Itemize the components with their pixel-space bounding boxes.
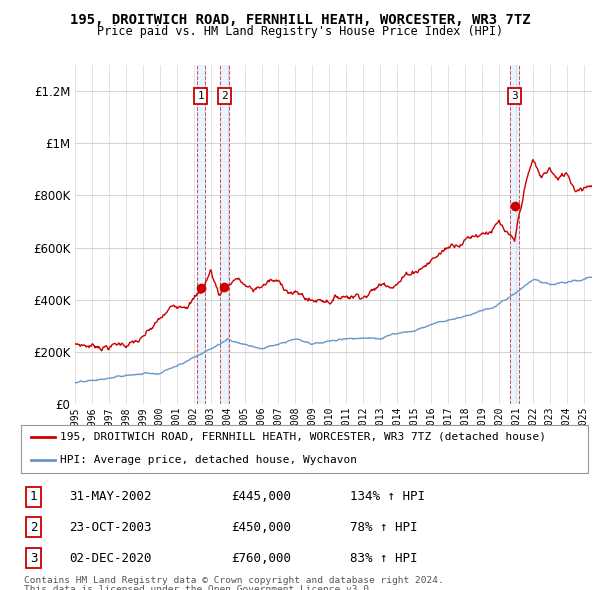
Text: HPI: Average price, detached house, Wychavon: HPI: Average price, detached house, Wych… [59,455,356,465]
Text: 78% ↑ HPI: 78% ↑ HPI [350,521,418,534]
Text: Price paid vs. HM Land Registry's House Price Index (HPI): Price paid vs. HM Land Registry's House … [97,25,503,38]
Text: 195, DROITWICH ROAD, FERNHILL HEATH, WORCESTER, WR3 7TZ (detached house): 195, DROITWICH ROAD, FERNHILL HEATH, WOR… [59,432,545,442]
Text: 134% ↑ HPI: 134% ↑ HPI [350,490,425,503]
Text: 195, DROITWICH ROAD, FERNHILL HEATH, WORCESTER, WR3 7TZ: 195, DROITWICH ROAD, FERNHILL HEATH, WOR… [70,13,530,27]
Text: £760,000: £760,000 [231,552,291,565]
Bar [510,65,519,404]
Bar [197,65,205,404]
Text: 2: 2 [221,91,228,101]
Text: £445,000: £445,000 [231,490,291,503]
Text: 2: 2 [30,521,37,534]
Text: 1: 1 [30,490,37,503]
Text: Contains HM Land Registry data © Crown copyright and database right 2024.: Contains HM Land Registry data © Crown c… [24,576,444,585]
Text: 02-DEC-2020: 02-DEC-2020 [69,552,152,565]
Text: 83% ↑ HPI: 83% ↑ HPI [350,552,418,565]
Text: 1: 1 [197,91,204,101]
Text: 23-OCT-2003: 23-OCT-2003 [69,521,152,534]
Text: £450,000: £450,000 [231,521,291,534]
Text: 3: 3 [511,91,518,101]
Text: This data is licensed under the Open Government Licence v3.0.: This data is licensed under the Open Gov… [24,585,375,590]
Text: 31-MAY-2002: 31-MAY-2002 [69,490,152,503]
Text: 3: 3 [30,552,37,565]
Bar [220,65,229,404]
